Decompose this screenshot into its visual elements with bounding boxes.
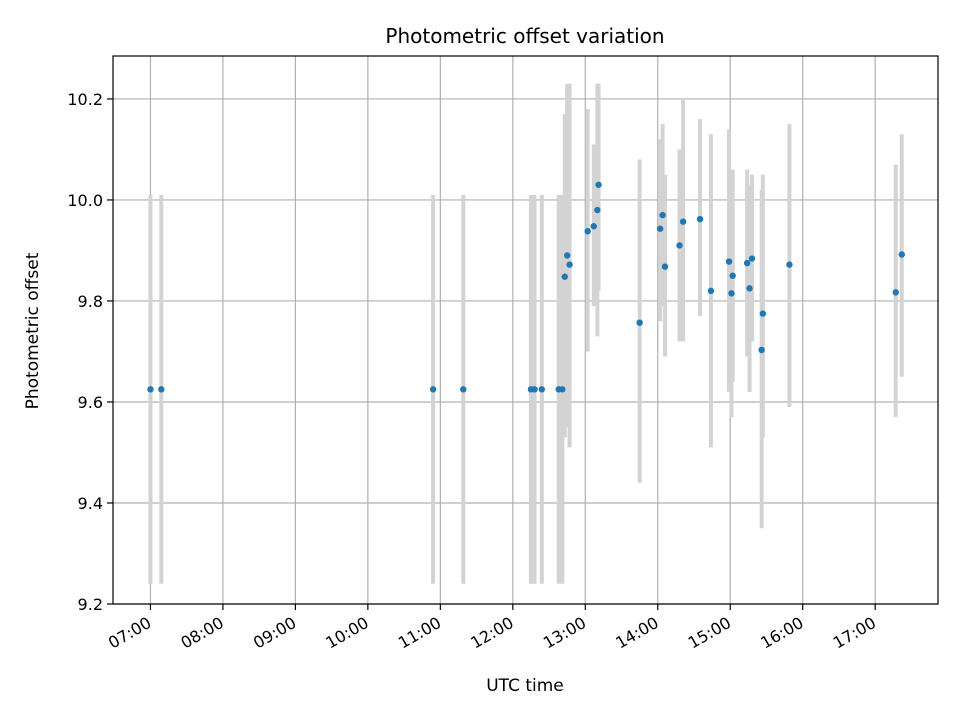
x-tick-label: 12:00 [467,613,516,653]
x-tick-label: 16:00 [757,613,806,653]
data-point [661,263,669,270]
y-tick-label: 10.2 [67,90,103,109]
grid-layer [113,56,938,605]
x-tick-label: 15:00 [685,613,734,653]
data-point [743,259,751,267]
data-point [566,261,573,268]
data-point [147,386,154,393]
data-point [538,386,546,393]
y-tick-label: 9.4 [78,494,103,513]
x-tick-label: 09:00 [250,613,299,653]
data-point [584,228,591,235]
data-point [659,211,666,219]
x-tick-label: 17:00 [830,613,879,653]
x-tick-label: 13:00 [540,613,589,653]
data-point [892,289,899,296]
y-tick-label: 9.2 [78,595,103,614]
data-point [898,251,905,258]
point-layer [147,181,905,393]
data-point [728,290,735,297]
data-point [696,215,704,223]
data-point [656,225,664,232]
data-point [594,206,601,214]
x-tick-label: 07:00 [105,613,154,653]
data-point [729,272,736,279]
errorbar-layer [148,83,904,584]
x-tick-label: 14:00 [612,613,661,653]
data-point [758,346,765,354]
data-point [158,386,165,393]
data-point [679,218,687,225]
x-tick-label: 08:00 [177,613,226,653]
y-tick-label: 9.6 [78,393,103,412]
data-point [748,255,756,262]
tick-layer: 07:00 08:00 09:00 10:00 11:00 12:00 13:00 14:00… [67,90,879,653]
plot-frame [112,55,939,605]
data-point [460,386,467,393]
data-point [746,285,753,292]
data-point [531,386,538,393]
chart-title: Photometric offset variation [385,24,664,48]
x-tick-label: 11:00 [395,613,444,653]
data-point [429,386,437,393]
data-point [786,261,793,268]
data-point [707,287,715,295]
data-point [590,223,597,230]
y-axis-title: Photometric offset [23,252,43,409]
data-point [563,252,571,259]
x-axis-title: UTC time [486,676,564,696]
data-point [759,310,767,317]
data-point [636,319,643,326]
data-point [676,242,683,249]
data-point [595,181,602,188]
data-point [725,258,733,265]
data-point [559,386,566,393]
data-point [561,273,568,280]
x-tick-label: 10:00 [322,613,371,653]
y-tick-label: 10.0 [67,191,103,210]
y-tick-label: 9.8 [78,292,103,311]
